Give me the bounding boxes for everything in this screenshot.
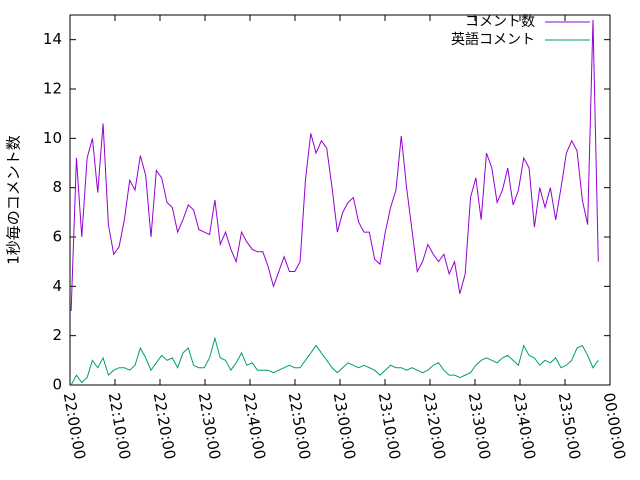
x-tick-label: 22:30:00 [195, 391, 224, 460]
x-tick-label: 22:00:00 [60, 391, 89, 460]
x-tick-label: 00:00:00 [600, 391, 629, 460]
y-axis-label: 1秒毎のコメント数 [5, 135, 23, 265]
x-tick-label: 23:50:00 [555, 391, 584, 460]
legend-label: コメント数 [465, 14, 535, 30]
x-tick-label: 23:20:00 [420, 391, 449, 460]
data-line [70, 19, 599, 312]
y-tick-label: 14 [43, 30, 62, 48]
x-tick-label: 22:20:00 [150, 391, 179, 460]
x-tick-label: 23:30:00 [465, 391, 494, 460]
y-tick-label: 2 [52, 326, 62, 344]
y-tick-label: 6 [52, 228, 62, 246]
x-tick-label: 22:40:00 [240, 391, 269, 460]
data-line [70, 336, 599, 386]
plot-frame [69, 14, 611, 386]
y-tick-label: 0 [52, 376, 62, 394]
y-tick-label: 8 [52, 178, 62, 196]
y-tick-label: 10 [43, 129, 62, 147]
legend-label: 英語コメント [451, 31, 535, 48]
x-tick-label: 22:50:00 [285, 391, 314, 460]
x-tick-label: 23:00:00 [330, 391, 359, 460]
y-tick-label: 4 [52, 277, 62, 295]
x-tick-label: 23:10:00 [375, 391, 404, 460]
x-tick-label: 22:10:00 [105, 391, 134, 460]
y-tick-label: 12 [43, 80, 62, 98]
x-tick-label: 23:40:00 [510, 391, 539, 460]
